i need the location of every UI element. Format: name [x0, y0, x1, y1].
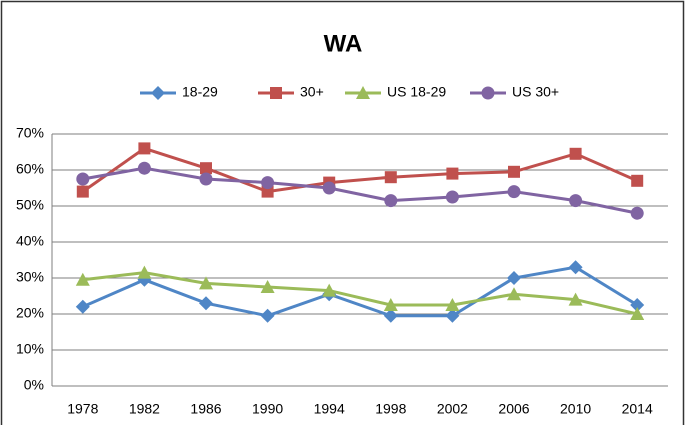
- data-point: [138, 142, 151, 155]
- data-point: [630, 307, 645, 320]
- x-tick-label: 2010: [560, 401, 591, 417]
- data-point: [630, 206, 644, 220]
- data-point: [508, 165, 520, 178]
- data-point: [322, 181, 336, 195]
- series-line: [81, 146, 638, 194]
- y-tick-label: 20%: [16, 305, 44, 321]
- y-tick-label: 30%: [16, 269, 44, 285]
- data-point: [568, 292, 583, 306]
- legend-marker: [481, 86, 495, 100]
- chart-title: WA: [324, 30, 363, 57]
- x-tick-label: 2014: [622, 401, 653, 417]
- data-point: [199, 172, 213, 186]
- data-point: [260, 308, 275, 323]
- y-tick-label: 40%: [16, 233, 44, 249]
- data-point: [75, 299, 90, 314]
- data-point: [76, 172, 90, 186]
- data-point: [445, 308, 460, 323]
- data-point: [445, 190, 459, 204]
- x-tick-label: 2002: [437, 401, 468, 417]
- data-point: [260, 280, 275, 293]
- data-point: [569, 147, 582, 160]
- data-point: [261, 185, 274, 198]
- legend-marker: [151, 86, 165, 100]
- x-tick-label: 1986: [190, 401, 221, 417]
- series-line: [82, 271, 638, 316]
- legend-marker: [270, 87, 282, 99]
- data-point: [383, 308, 398, 323]
- y-tick-label: 50%: [16, 197, 44, 213]
- data-point: [631, 174, 644, 187]
- x-tick-label: 1990: [252, 401, 283, 417]
- data-point: [507, 287, 521, 301]
- x-tick-label: 1982: [129, 401, 160, 417]
- data-point: [200, 162, 212, 175]
- data-point: [383, 298, 398, 311]
- series-line: [82, 166, 638, 215]
- legend-label: US 30+: [512, 84, 559, 100]
- legend-label: US 18-29: [387, 84, 446, 100]
- data-point: [446, 167, 459, 180]
- y-tick-label: 70%: [16, 125, 44, 141]
- data-point: [568, 260, 583, 275]
- x-tick-label: 2006: [498, 401, 529, 417]
- data-point: [199, 296, 213, 311]
- x-tick-label: 1998: [375, 401, 406, 417]
- data-point: [261, 176, 275, 190]
- data-point: [322, 283, 337, 297]
- data-point: [137, 161, 151, 175]
- legend-marker: [356, 86, 370, 99]
- legend-label: 18-29: [182, 84, 218, 100]
- y-tick-label: 60%: [16, 161, 44, 177]
- legend-label: 30+: [300, 84, 324, 100]
- data-point: [445, 298, 460, 311]
- data-point: [630, 298, 645, 312]
- data-point: [384, 171, 397, 184]
- data-point: [507, 271, 521, 285]
- data-point: [199, 276, 213, 290]
- y-tick-label: 10%: [16, 341, 44, 357]
- data-point: [384, 194, 398, 208]
- data-point: [507, 185, 521, 199]
- y-tick-label: 0%: [24, 377, 44, 393]
- data-point: [76, 185, 89, 198]
- data-point: [75, 272, 90, 286]
- data-point: [137, 265, 152, 279]
- x-tick-label: 1978: [67, 401, 98, 417]
- data-point: [569, 194, 583, 208]
- series-line: [82, 265, 638, 318]
- x-tick-label: 1994: [314, 401, 345, 417]
